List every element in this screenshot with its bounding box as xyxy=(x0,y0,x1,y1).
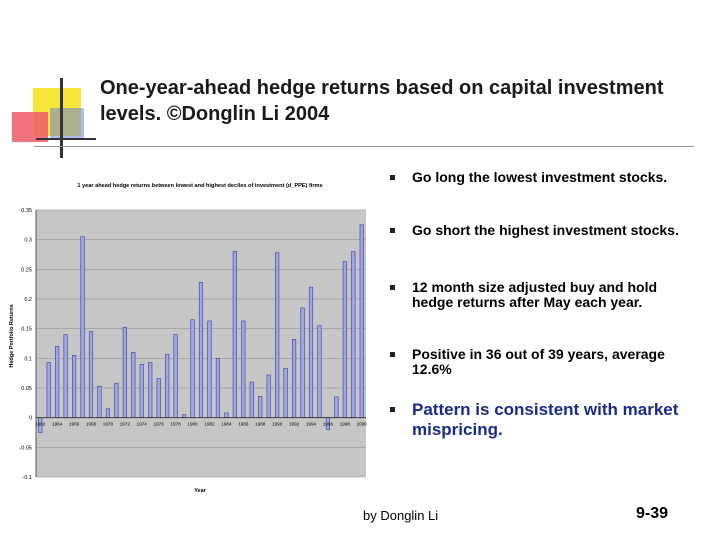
x-tick-label: 1984 xyxy=(221,422,232,427)
x-tick-label: 1970 xyxy=(103,422,114,427)
axes: -0.1 -0.05 0 0.05 0.1 0.15 0.2 0.25 0.3 0.35 1962 1… xyxy=(19,208,367,481)
bar xyxy=(122,327,127,418)
x-tick-label: 1964 xyxy=(52,422,63,427)
slide-number: 9-39 xyxy=(636,505,669,522)
x-tick-label: 1990 xyxy=(272,422,283,427)
chart-title: 1 year ahead hedge returns between lowes… xyxy=(77,183,322,189)
bar xyxy=(80,236,85,418)
bullet-item: Positive in 36 out of 39 years, average … xyxy=(385,347,695,377)
bullet-square-icon xyxy=(390,285,395,290)
decorative-vertical-line xyxy=(60,78,63,158)
x-tick-label: 1974 xyxy=(137,422,148,427)
x-tick-label: 1980 xyxy=(187,422,198,427)
bar xyxy=(359,224,364,418)
bullet-square-icon xyxy=(390,228,395,233)
bar xyxy=(114,382,119,418)
bar xyxy=(182,414,187,418)
bars xyxy=(38,224,364,433)
bullet-square-icon xyxy=(390,407,395,412)
bullet-square-icon xyxy=(390,352,395,357)
bar xyxy=(283,368,288,418)
y-tick-label: 0.35 xyxy=(21,208,32,214)
bullet-text: Positive in 36 out of 39 years, average … xyxy=(412,346,665,377)
x-tick-label: 1968 xyxy=(86,422,97,427)
y-tick-label: 0.05 xyxy=(21,386,32,392)
bar xyxy=(63,334,68,418)
bar xyxy=(105,408,111,418)
bar xyxy=(97,385,102,418)
bar xyxy=(173,334,178,418)
x-tick-label: 1996 xyxy=(323,422,334,427)
bullet-item: 12 month size adjusted buy and hold hedg… xyxy=(385,280,695,310)
x-tick-label: 1966 xyxy=(69,422,80,427)
bar xyxy=(258,396,263,418)
bullet-text: 12 month size adjusted buy and hold hedg… xyxy=(412,279,658,310)
bar xyxy=(198,282,204,418)
x-tick-label: 1982 xyxy=(204,422,215,427)
bar xyxy=(291,339,297,418)
x-tick-label: 1972 xyxy=(120,422,131,427)
slide-title: One-year-ahead hedge returns based on ca… xyxy=(100,77,664,125)
bar xyxy=(317,325,322,418)
y-tick-label: 0.25 xyxy=(21,267,32,273)
bar xyxy=(156,378,161,418)
bar xyxy=(215,358,220,418)
decorative-horizontal-line xyxy=(36,138,96,140)
bar xyxy=(148,362,153,418)
bar xyxy=(46,362,51,418)
bar xyxy=(165,353,170,418)
bar xyxy=(190,319,195,418)
x-tick-label: 1998 xyxy=(340,422,351,427)
y-tick-label: 0.15 xyxy=(21,327,32,333)
bar xyxy=(275,252,280,418)
x-tick-label: 1992 xyxy=(289,422,300,427)
y-tick-label: -0.05 xyxy=(19,445,32,451)
bullet-square-icon xyxy=(390,175,395,180)
footer-author: by Donglin Li xyxy=(363,508,439,523)
bar xyxy=(55,346,60,418)
bar xyxy=(342,261,347,418)
y-tick-label: 0.3 xyxy=(24,238,32,244)
bar xyxy=(249,381,254,418)
bar xyxy=(300,307,305,418)
bullet-text: Go long the lowest investment stocks. xyxy=(412,169,668,185)
bar xyxy=(131,352,136,418)
x-tick-label: 1962 xyxy=(35,422,46,427)
bar xyxy=(308,286,314,418)
x-tick-label: 1978 xyxy=(170,422,181,427)
bar xyxy=(232,251,237,418)
y-tick-label: 0 xyxy=(29,416,32,422)
bar xyxy=(72,355,77,418)
decorative-red-square xyxy=(12,112,48,142)
bullet-text: Pattern is consistent with market mispri… xyxy=(412,400,679,439)
hedge-returns-chart: -0.1 -0.05 0 0.05 0.1 0.15 0.2 0.25 0.3 0.35 1962 1… xyxy=(0,172,372,502)
bar xyxy=(241,320,246,418)
chart-y-axis-label: Hedge Portfolio Returns xyxy=(9,304,15,367)
x-tick-label: 1976 xyxy=(154,422,165,427)
bullet-item: Go short the highest investment stocks. xyxy=(385,223,695,238)
bar xyxy=(351,251,356,418)
bar xyxy=(207,320,212,418)
bar xyxy=(139,363,144,418)
x-tick-label: 1994 xyxy=(306,422,317,427)
decorative-blue-square xyxy=(50,108,84,138)
bullet-item: Pattern is consistent with market mispri… xyxy=(385,400,695,440)
y-tick-label: 0.1 xyxy=(24,356,32,362)
bar xyxy=(334,396,339,418)
title-divider xyxy=(34,146,694,147)
y-tick-label: -0.1 xyxy=(23,475,32,481)
chart-svg: -0.1 -0.05 0 0.05 0.1 0.15 0.2 0.25 0.3 0.35 1962 1… xyxy=(9,183,367,494)
x-tick-label: 1988 xyxy=(255,422,266,427)
y-tick-label: 0.2 xyxy=(24,297,32,303)
x-tick-label: 2000 xyxy=(357,422,368,427)
x-tick-label: 1986 xyxy=(238,422,249,427)
bullet-text: Go short the highest investment stocks. xyxy=(412,222,679,238)
bar xyxy=(266,374,271,418)
chart-x-axis-label: Year xyxy=(194,488,206,494)
bar xyxy=(224,412,229,418)
bar xyxy=(88,331,94,418)
bullet-item: Go long the lowest investment stocks. xyxy=(385,170,695,185)
